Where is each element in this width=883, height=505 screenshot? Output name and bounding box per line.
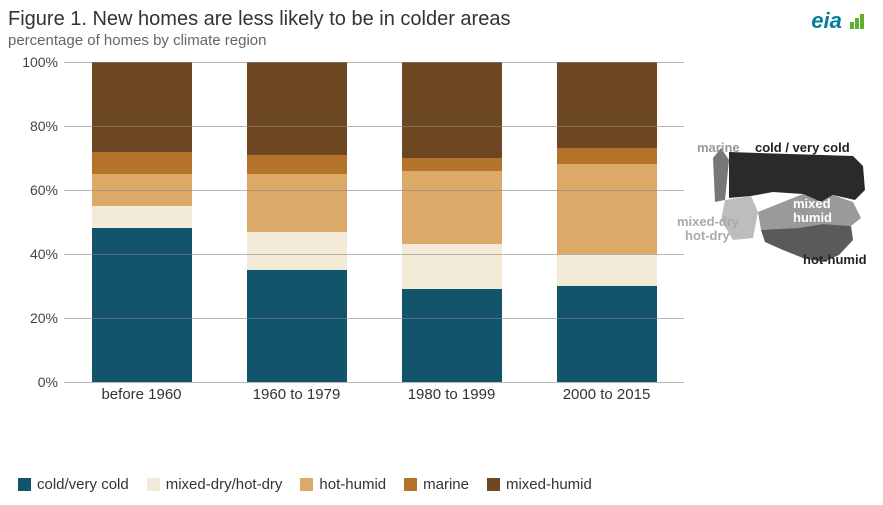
map-region-cold (729, 152, 865, 202)
legend-label: hot-humid (319, 476, 386, 493)
legend-item: mixed-humid (487, 476, 592, 493)
bar-segment (402, 62, 502, 158)
bar-segment (557, 62, 657, 148)
us-climate-map: marine cold / very cold mixed-dry hot-dr… (703, 140, 873, 360)
grid-line (64, 254, 684, 255)
map-label-mixed-dry: mixed-dry (677, 214, 739, 229)
legend-swatch (18, 478, 31, 491)
bar-segment (557, 286, 657, 382)
bar (557, 62, 657, 382)
bar-segment (92, 62, 192, 152)
legend-swatch (300, 478, 313, 491)
legend-label: cold/very cold (37, 476, 129, 493)
bar (92, 62, 192, 382)
map-label-cold: cold / very cold (755, 140, 850, 155)
map-label-mixed-humid: mixed (793, 196, 831, 211)
bar-segment (92, 152, 192, 174)
figure-title: Figure 1. New homes are less likely to b… (8, 8, 875, 31)
legend-swatch (404, 478, 417, 491)
y-tick: 60% (8, 182, 64, 198)
x-tick-label: 2000 to 2015 (563, 386, 651, 403)
map-region-marine (713, 148, 729, 202)
figure-subtitle: percentage of homes by climate region (8, 32, 875, 49)
bar (247, 62, 347, 382)
x-tick-label: before 1960 (101, 386, 181, 403)
bar-segment (247, 62, 347, 155)
bar-segment (247, 174, 347, 232)
legend: cold/very cold mixed-dry/hot-dry hot-humid… (8, 476, 768, 493)
bar-segment (557, 254, 657, 286)
grid-line (64, 62, 684, 63)
y-tick: 80% (8, 118, 64, 134)
eia-logo: eia (811, 8, 865, 35)
bar-segment (247, 155, 347, 174)
legend-label: mixed-humid (506, 476, 592, 493)
bar (402, 62, 502, 382)
legend-item: cold/very cold (18, 476, 129, 493)
y-tick: 40% (8, 246, 64, 262)
x-tick-label: 1960 to 1979 (253, 386, 341, 403)
legend-swatch (147, 478, 160, 491)
y-tick: 20% (8, 310, 64, 326)
map-label-mixed-humid-2: humid (793, 210, 832, 225)
bar-segment (402, 171, 502, 245)
chart-header: Figure 1. New homes are less likely to b… (0, 0, 883, 51)
grid-line (64, 190, 684, 191)
grid-line (64, 382, 684, 383)
legend-label: marine (423, 476, 469, 493)
grid-line (64, 126, 684, 127)
legend-item: mixed-dry/hot-dry (147, 476, 283, 493)
logo-text: eia (811, 8, 842, 33)
bar-segment (557, 148, 657, 164)
legend-label: mixed-dry/hot-dry (166, 476, 283, 493)
logo-bars-icon (850, 9, 865, 35)
y-tick: 100% (8, 54, 64, 70)
bar-segment (402, 158, 502, 171)
bar-segment (247, 232, 347, 270)
chart-area: 0% 20% 40% 60% 80% 100% before 1960 1960 to 197… (8, 54, 708, 424)
bar-segment (557, 164, 657, 254)
map-label-hot-humid: hot-humid (803, 252, 867, 267)
y-tick: 0% (8, 374, 64, 390)
legend-swatch (487, 478, 500, 491)
bar-segment (247, 270, 347, 382)
bar-segment (402, 244, 502, 289)
map-label-hot-dry: hot-dry (685, 228, 730, 243)
grid-line (64, 318, 684, 319)
map-label-marine: marine (697, 140, 740, 155)
legend-item: marine (404, 476, 469, 493)
bar-segment (92, 228, 192, 382)
bar-segment (402, 289, 502, 382)
plot-area (64, 62, 684, 382)
x-tick-label: 1980 to 1999 (408, 386, 496, 403)
legend-item: hot-humid (300, 476, 386, 493)
bar-segment (92, 206, 192, 228)
